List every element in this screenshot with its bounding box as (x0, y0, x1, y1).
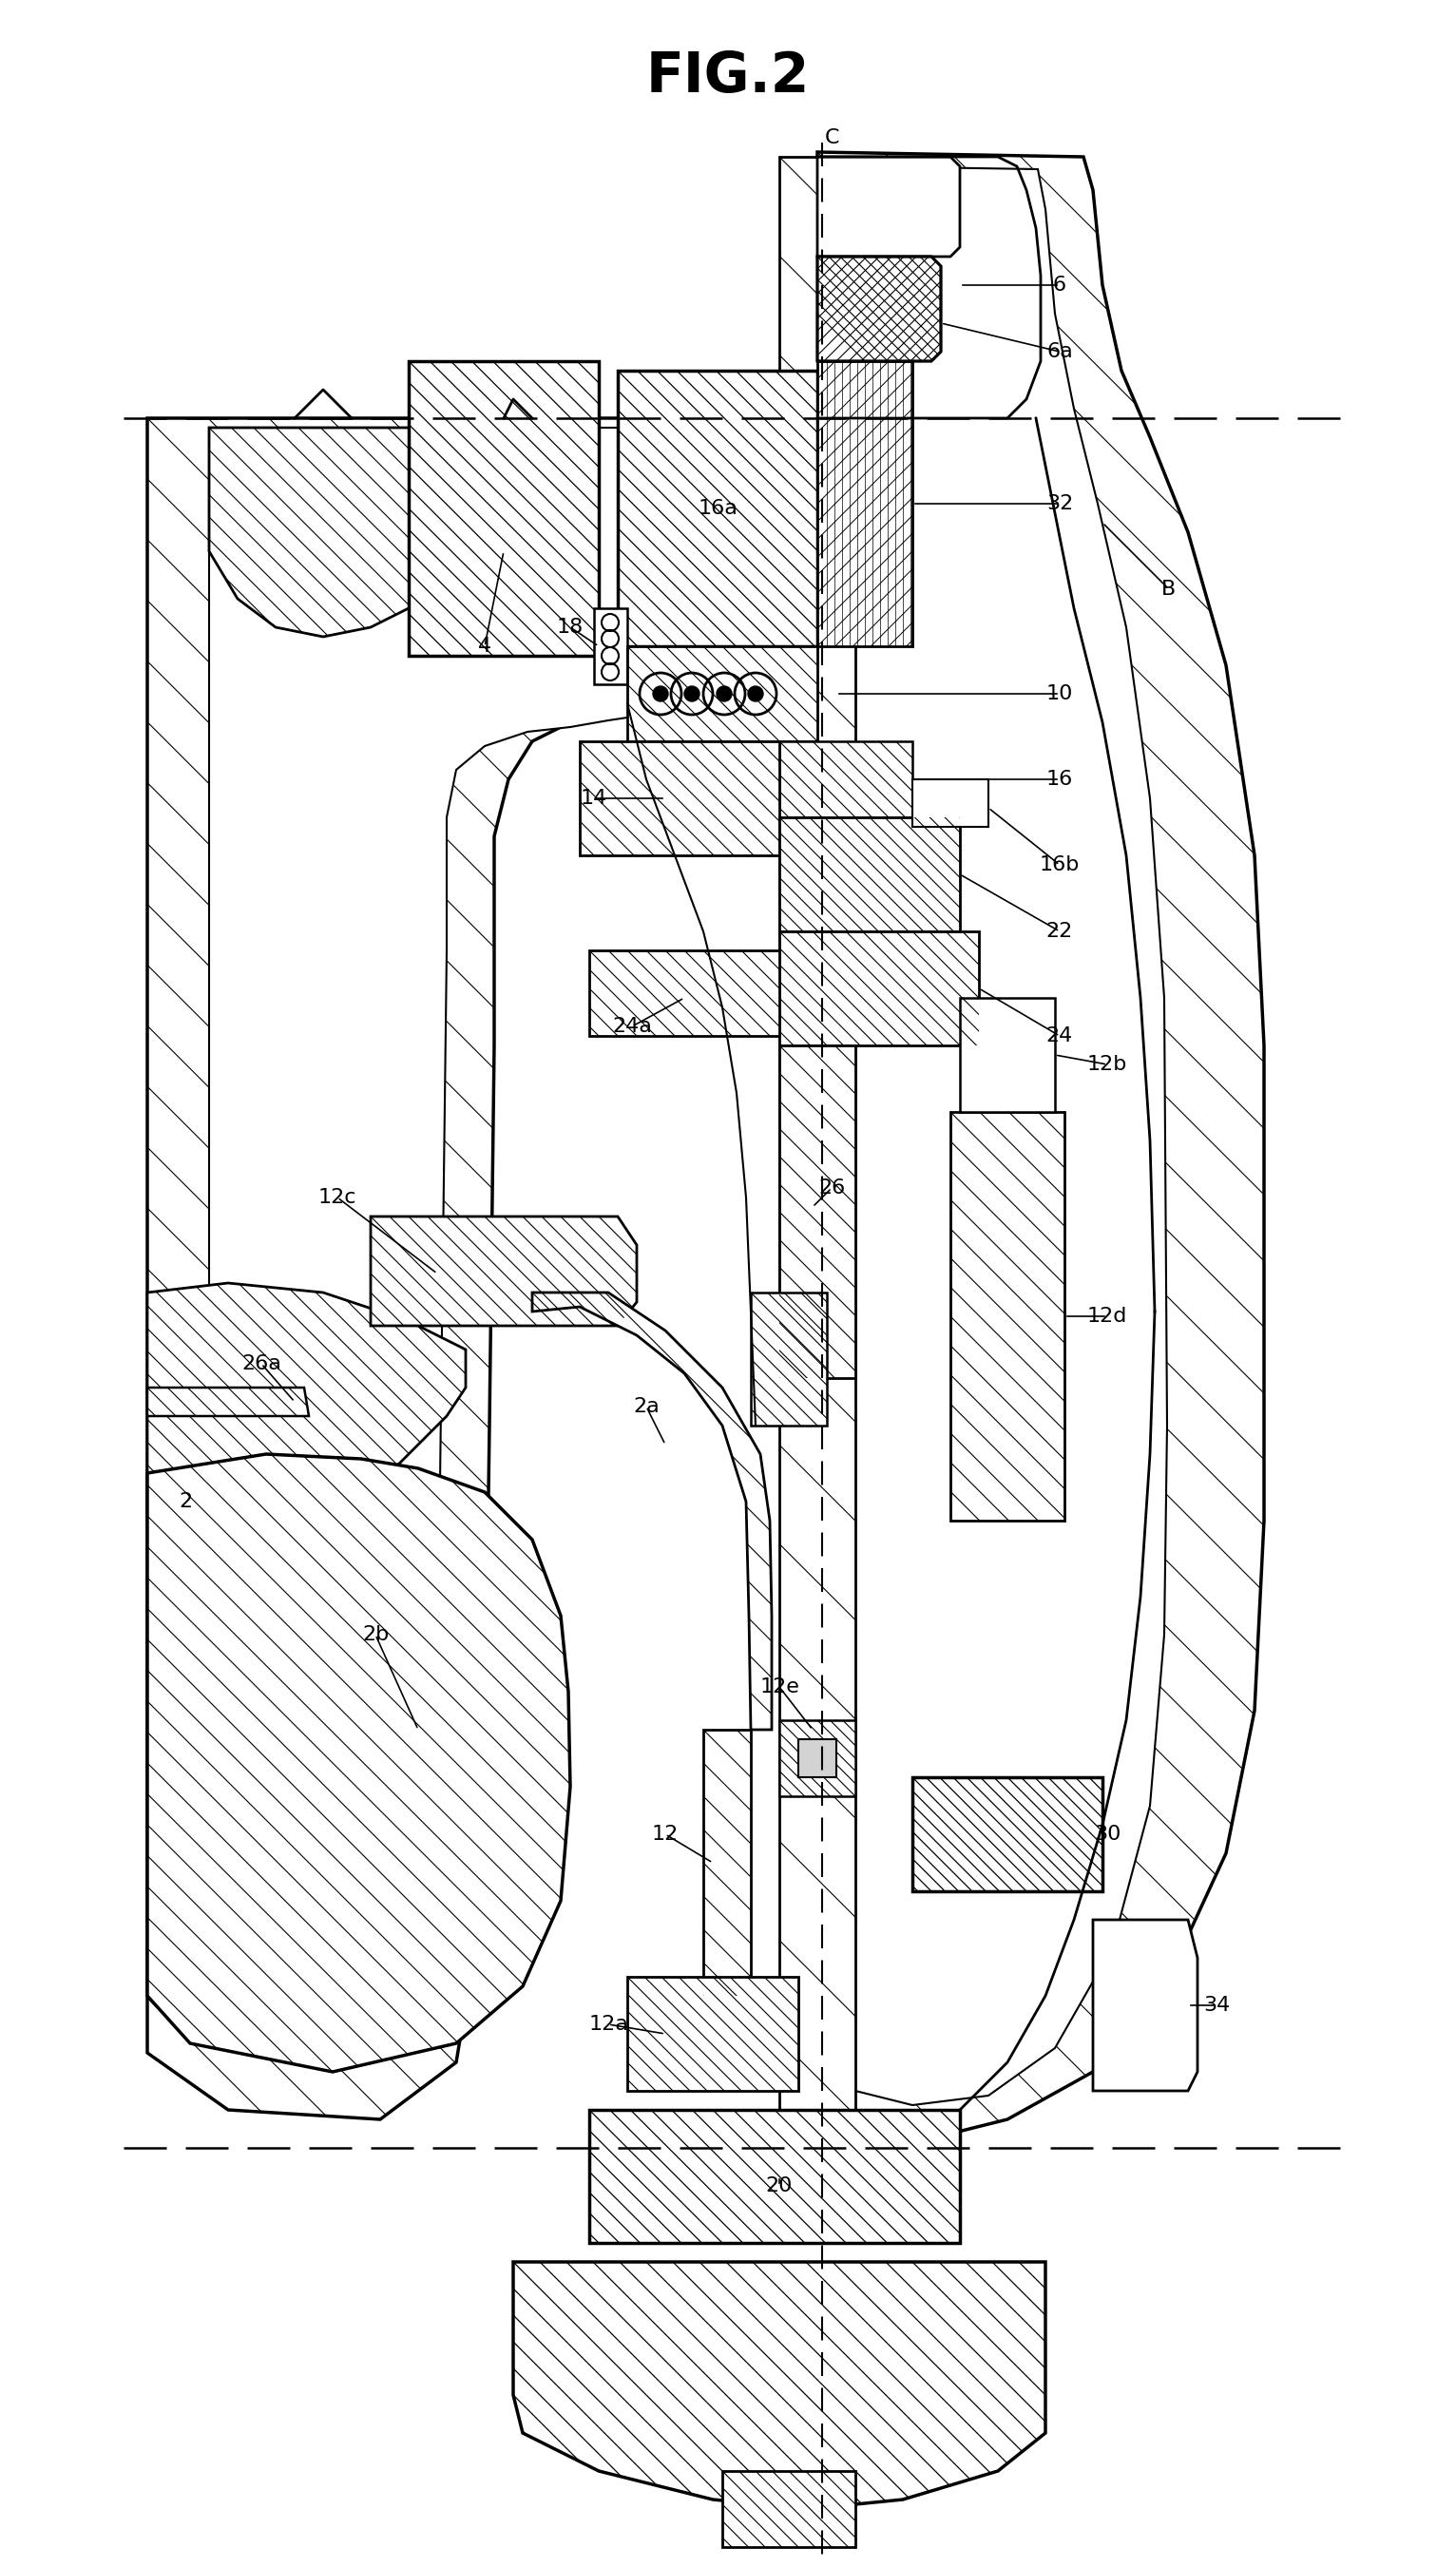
Polygon shape (960, 999, 1056, 1112)
Polygon shape (579, 742, 779, 855)
Polygon shape (703, 1730, 751, 1995)
Polygon shape (513, 2262, 1045, 2508)
Text: FIG.2: FIG.2 (646, 49, 810, 103)
Polygon shape (779, 816, 960, 932)
Text: 6: 6 (1053, 275, 1066, 295)
Polygon shape (817, 157, 960, 257)
Polygon shape (147, 1389, 309, 1417)
Polygon shape (409, 362, 598, 655)
Text: 14: 14 (581, 788, 607, 809)
Text: 16: 16 (1047, 770, 1073, 788)
Text: 2: 2 (179, 1491, 192, 1512)
Polygon shape (779, 157, 855, 2138)
Polygon shape (817, 151, 1264, 2138)
Polygon shape (628, 1977, 798, 2092)
Text: C: C (824, 128, 839, 146)
Polygon shape (210, 429, 432, 637)
Text: 2b: 2b (363, 1625, 389, 1645)
Text: 26a: 26a (242, 1355, 281, 1373)
Polygon shape (779, 742, 913, 816)
Polygon shape (628, 647, 817, 742)
Text: 22: 22 (1047, 922, 1073, 942)
Text: 24a: 24a (612, 1017, 652, 1037)
Polygon shape (590, 2110, 960, 2244)
Circle shape (748, 685, 763, 701)
Text: 6a: 6a (1047, 341, 1073, 362)
Text: 12: 12 (652, 1825, 678, 1843)
Polygon shape (594, 608, 628, 685)
Polygon shape (147, 1284, 466, 1520)
Text: 10: 10 (1047, 685, 1073, 703)
Polygon shape (779, 1045, 855, 1378)
Polygon shape (533, 1294, 772, 1730)
Polygon shape (722, 2472, 855, 2546)
Text: 16a: 16a (697, 498, 737, 519)
Polygon shape (855, 167, 1168, 2105)
Text: 34: 34 (1203, 1995, 1230, 2015)
Polygon shape (913, 780, 989, 827)
Text: 12c: 12c (319, 1189, 357, 1206)
Polygon shape (951, 1112, 1064, 1520)
Text: 18: 18 (556, 619, 584, 637)
Polygon shape (913, 1776, 1102, 1892)
Text: 2a: 2a (633, 1396, 660, 1417)
Text: 4: 4 (478, 637, 492, 655)
Text: 20: 20 (766, 2177, 794, 2195)
Text: 32: 32 (1047, 495, 1073, 513)
Polygon shape (1093, 1920, 1197, 2092)
Polygon shape (147, 418, 756, 2120)
Text: 24: 24 (1047, 1027, 1073, 1045)
Polygon shape (817, 362, 913, 647)
Polygon shape (798, 1740, 836, 1776)
Circle shape (684, 685, 699, 701)
Circle shape (716, 685, 732, 701)
Polygon shape (779, 1720, 855, 1797)
Text: 12b: 12b (1088, 1055, 1127, 1073)
Text: B: B (1162, 580, 1176, 598)
Text: 26: 26 (818, 1178, 844, 1196)
Polygon shape (817, 257, 941, 362)
Polygon shape (617, 370, 817, 647)
Circle shape (652, 685, 668, 701)
Text: 30: 30 (1093, 1825, 1121, 1843)
Polygon shape (779, 932, 978, 1045)
Text: 16b: 16b (1040, 855, 1080, 875)
Text: 12e: 12e (760, 1676, 799, 1697)
Polygon shape (371, 1217, 636, 1325)
Polygon shape (147, 1453, 571, 2072)
Polygon shape (590, 950, 779, 1037)
Polygon shape (210, 429, 734, 2061)
Text: 12d: 12d (1088, 1307, 1127, 1325)
Polygon shape (751, 1294, 827, 1425)
Text: 12a: 12a (588, 2015, 628, 2033)
